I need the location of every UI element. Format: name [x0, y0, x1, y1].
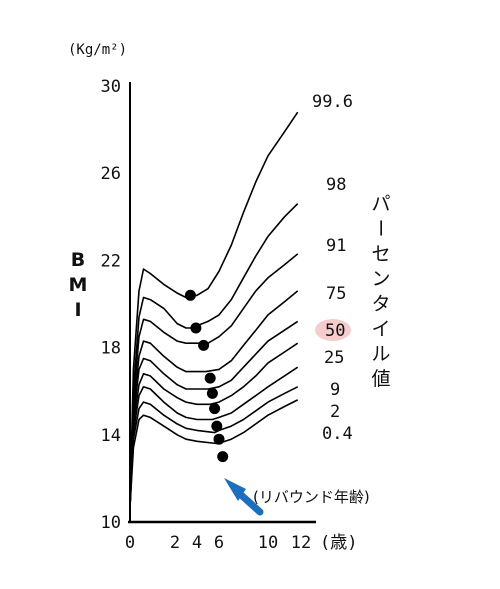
series-label: 2 — [330, 402, 340, 422]
x-unit-label: (歳) — [320, 533, 357, 553]
y-tick-label: 10 — [101, 513, 121, 533]
rebound-dot — [213, 433, 225, 445]
rebound-dot — [184, 289, 196, 301]
arrow-shaft — [236, 490, 264, 516]
series-labels: 99.6 98 91 75 50 25 920.4 — [312, 92, 353, 444]
axes — [128, 82, 316, 524]
y-axis-title: BMI — [69, 249, 88, 321]
x-tick-label: 10 — [258, 533, 278, 553]
series-label: 99.6 — [312, 92, 353, 112]
y-tick-label: 18 — [101, 339, 121, 359]
rebound-dot — [209, 403, 221, 415]
series-label: 25 — [324, 348, 344, 368]
series-label: 9 — [330, 380, 340, 400]
x-tick-label: 6 — [214, 533, 224, 553]
percentile-title-char: イ — [371, 318, 390, 340]
rebound-dot — [190, 322, 202, 334]
series-label: 91 — [326, 236, 346, 256]
rebound-arrow — [224, 478, 264, 516]
percentile-title-char: ル — [371, 343, 390, 365]
rebound-dot — [198, 339, 210, 351]
y-axis-title-char: I — [74, 299, 81, 321]
percentile-title-char: セ — [371, 243, 390, 265]
rebound-annotation: (リバウンド年齢) — [253, 488, 370, 506]
y-tick-label: 14 — [101, 426, 121, 446]
percentile-title-char: タ — [371, 293, 390, 315]
x-tick-label: 2 — [170, 533, 180, 553]
percentile-curve-25 — [129, 342, 299, 507]
y-tick-labels: 10 14 18 22 26 30 — [101, 77, 121, 533]
rebound-points — [184, 289, 229, 463]
percentile-curve-2 — [129, 386, 299, 507]
percentile-curve-50 — [129, 320, 299, 507]
x-tick-label: 4 — [192, 533, 202, 553]
y-axis-title-char: B — [71, 249, 85, 271]
rebound-dot — [206, 387, 218, 399]
percentile-title-char: 値 — [371, 368, 390, 390]
y-axis-title-char: M — [69, 274, 88, 296]
percentile-title-char: ー — [369, 218, 391, 237]
percentile-title-char: ン — [371, 268, 390, 290]
series-label: 0.4 — [322, 424, 353, 444]
percentile-curves — [129, 111, 299, 507]
y-tick-label: 22 — [101, 251, 121, 271]
percentile-curve-75 — [129, 290, 299, 507]
series-label: 98 — [326, 175, 346, 195]
percentile-curve-0-4 — [129, 399, 299, 507]
x-tick-label: 12 — [291, 533, 311, 553]
x-tick-labels: 0 2 4 6 10 12 — [125, 533, 311, 553]
series-label: 75 — [326, 284, 346, 304]
percentile-title-char: パ — [371, 193, 390, 215]
rebound-dot — [217, 451, 229, 463]
percentile-curve-9 — [129, 366, 299, 507]
median-highlight — [315, 319, 351, 341]
percentile-curve-98 — [129, 203, 299, 507]
y-tick-label: 30 — [101, 77, 121, 97]
percentile-curve-99-6 — [129, 111, 299, 507]
y-tick-label: 26 — [101, 164, 121, 184]
rebound-dot — [211, 420, 223, 432]
series-label: 50 — [325, 321, 345, 341]
x-tick-label: 0 — [125, 533, 135, 553]
rebound-dot — [204, 372, 216, 384]
y-unit-label: (Kg/m²) — [68, 42, 127, 58]
